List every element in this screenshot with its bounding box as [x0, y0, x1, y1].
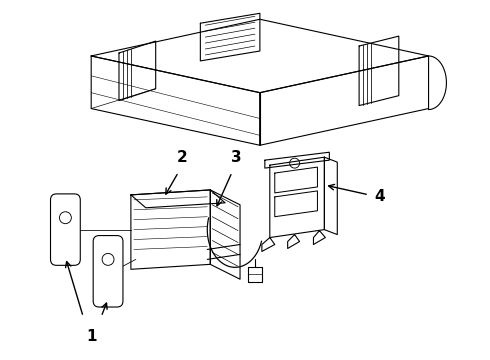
Text: 1: 1 [86, 329, 97, 344]
Text: 4: 4 [374, 189, 385, 204]
FancyBboxPatch shape [93, 235, 123, 307]
FancyBboxPatch shape [50, 194, 80, 265]
Text: 3: 3 [231, 150, 242, 165]
Text: 2: 2 [177, 150, 188, 165]
